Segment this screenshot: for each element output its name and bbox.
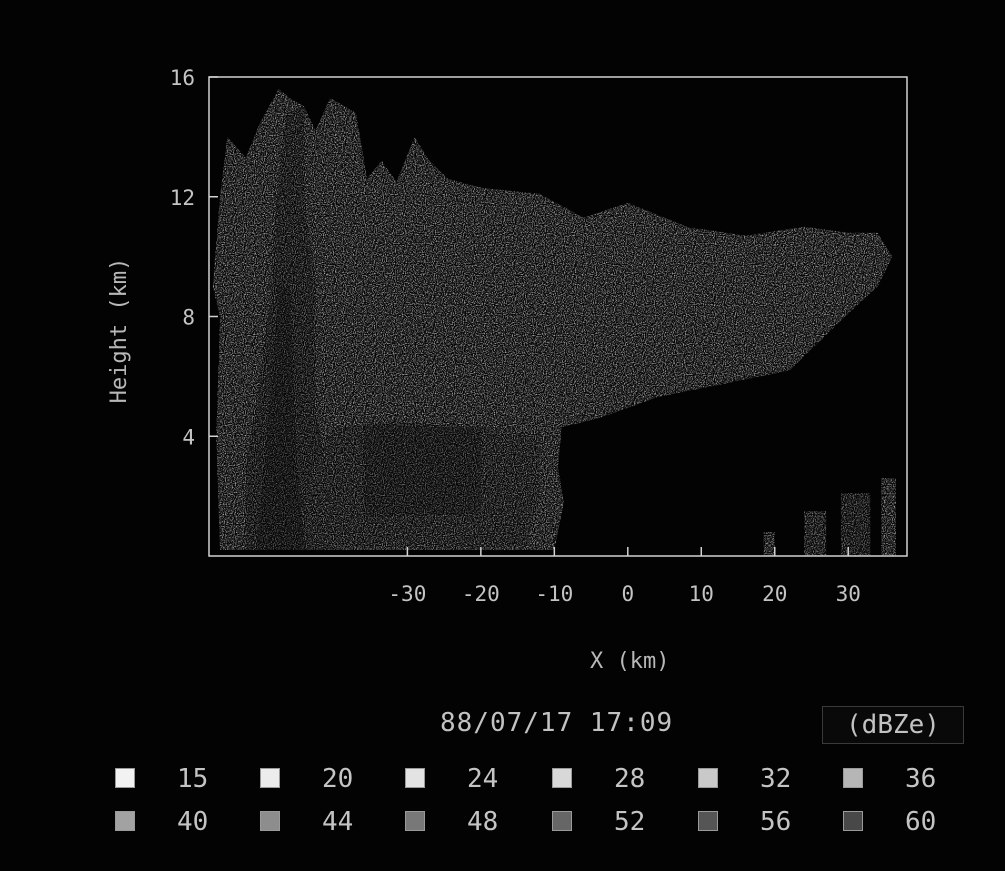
timestamp: 88/07/17 17:09	[440, 708, 674, 738]
legend-swatch	[843, 768, 863, 788]
legend-swatch	[260, 811, 280, 831]
legend-swatch	[698, 768, 718, 788]
legend-label: 48	[467, 807, 499, 837]
x-tick-label: -30	[388, 582, 426, 606]
legend-label: 52	[614, 807, 646, 837]
y-tick-label: 8	[182, 306, 195, 330]
legend-label: 20	[322, 764, 354, 794]
rain-band	[363, 424, 481, 518]
legend-label: 32	[760, 764, 792, 794]
legend-swatch	[552, 811, 572, 831]
y-tick-label: 12	[170, 186, 195, 210]
cell-35	[881, 478, 896, 556]
legend-label: 24	[467, 764, 499, 794]
legend-swatch	[115, 811, 135, 831]
x-tick-label: -10	[535, 582, 573, 606]
x-axis-title: X (km)	[590, 649, 669, 674]
y-axis-title: Height (km)	[107, 258, 132, 404]
legend-label: 36	[905, 764, 937, 794]
x-tick-label: -20	[462, 582, 500, 606]
legend-swatch	[698, 811, 718, 831]
legend-swatch	[115, 768, 135, 788]
unit-label: (dBZe)	[822, 706, 964, 744]
legend-swatch	[552, 768, 572, 788]
legend-swatch	[260, 768, 280, 788]
x-tick-label: 0	[621, 582, 634, 606]
cell-19	[763, 532, 775, 556]
axis-ticks: -30 -20 -10 0 10 20 30 4 8 12 16	[170, 66, 861, 606]
legend-label: 56	[760, 807, 792, 837]
y-tick-label: 4	[182, 425, 195, 449]
echo-field	[212, 89, 896, 556]
legend-swatch	[405, 768, 425, 788]
legend-label: 44	[322, 807, 354, 837]
cell-25	[804, 511, 827, 556]
legend-swatch	[405, 811, 425, 831]
legend-label: 15	[177, 764, 209, 794]
legend-label: 40	[177, 807, 209, 837]
x-tick-label: 10	[689, 582, 714, 606]
y-tick-label: 16	[170, 66, 195, 90]
x-tick-label: 30	[836, 582, 861, 606]
cell-29	[840, 493, 871, 556]
legend-swatch	[843, 811, 863, 831]
core-inner	[256, 286, 305, 550]
legend-label: 28	[614, 764, 646, 794]
legend-label: 60	[905, 807, 937, 837]
x-tick-label: 20	[762, 582, 787, 606]
